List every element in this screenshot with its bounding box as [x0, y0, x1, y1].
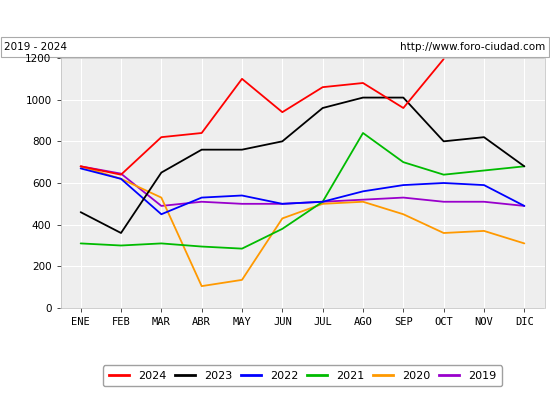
- Text: Evolucion Nº Turistas Extranjeros en el municipio de Alfafar: Evolucion Nº Turistas Extranjeros en el …: [51, 12, 499, 24]
- Text: http://www.foro-ciudad.com: http://www.foro-ciudad.com: [400, 42, 546, 52]
- Legend: 2024, 2023, 2022, 2021, 2020, 2019: 2024, 2023, 2022, 2021, 2020, 2019: [103, 365, 502, 386]
- Text: 2019 - 2024: 2019 - 2024: [4, 42, 68, 52]
